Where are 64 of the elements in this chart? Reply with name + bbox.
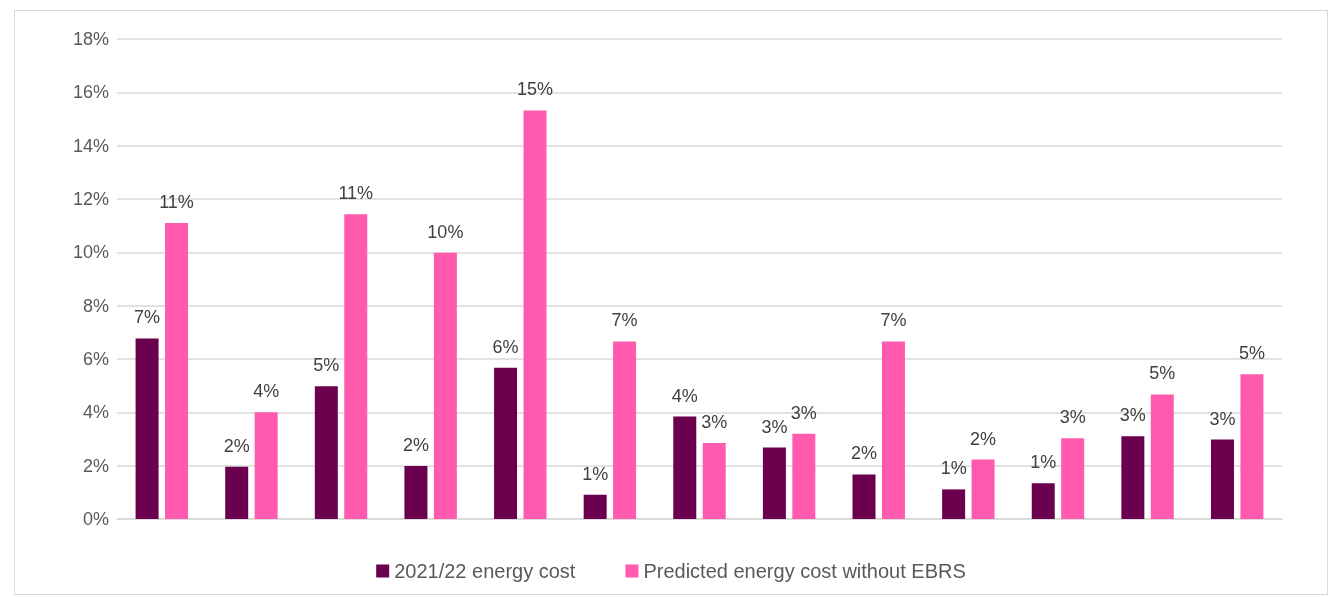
bar xyxy=(673,416,697,519)
bar xyxy=(583,494,607,519)
bar xyxy=(852,474,876,519)
y-tick-label: 12% xyxy=(72,189,109,209)
data-label: 3% xyxy=(1119,405,1146,426)
bar xyxy=(971,459,995,519)
data-label: 5% xyxy=(1149,363,1176,384)
data-label: 10% xyxy=(427,221,464,242)
data-label: 3% xyxy=(790,402,817,423)
data-label: 3% xyxy=(1209,408,1236,429)
legend-label: 2021/22 energy cost xyxy=(394,560,576,582)
bar xyxy=(1121,436,1145,519)
bar xyxy=(254,412,278,519)
data-label: 7% xyxy=(611,310,638,331)
data-label: 2% xyxy=(851,443,878,464)
bar xyxy=(762,447,786,519)
bar xyxy=(613,341,637,519)
data-label: 3% xyxy=(701,412,728,432)
data-label: 1% xyxy=(1030,452,1057,473)
data-label: 3% xyxy=(1059,407,1086,428)
data-label: 4% xyxy=(671,385,698,406)
bar xyxy=(1061,438,1085,519)
legend-label: Predicted energy cost without EBRS xyxy=(643,560,966,582)
y-tick-label: 2% xyxy=(82,455,109,476)
data-label: 7% xyxy=(880,310,907,331)
y-tick-label: 4% xyxy=(82,402,109,423)
bar xyxy=(1031,483,1055,519)
bar xyxy=(702,443,726,519)
data-label: 11% xyxy=(159,192,194,212)
y-tick-label: 14% xyxy=(72,135,109,156)
bar xyxy=(494,367,518,519)
bar xyxy=(314,386,338,519)
data-label: 3% xyxy=(761,416,788,437)
data-label: 5% xyxy=(1238,343,1265,364)
data-label: 11% xyxy=(338,183,374,204)
bar xyxy=(1210,439,1234,519)
bar xyxy=(942,489,966,519)
data-label: 7% xyxy=(134,307,161,328)
data-label: 2% xyxy=(970,428,997,449)
y-tick-label: 0% xyxy=(82,509,109,529)
data-label: 15% xyxy=(516,79,553,100)
bar xyxy=(433,252,457,519)
bar xyxy=(225,466,249,519)
bar xyxy=(881,341,905,519)
y-tick-label: 10% xyxy=(72,242,109,263)
data-label: 2% xyxy=(402,434,429,455)
y-tick-label: 16% xyxy=(72,82,109,103)
data-label: 6% xyxy=(492,336,519,357)
data-label: 1% xyxy=(582,463,609,484)
bar xyxy=(344,214,368,519)
data-label: 1% xyxy=(940,458,967,479)
data-label: 5% xyxy=(313,355,340,376)
data-label: 4% xyxy=(253,381,280,402)
y-tick-label: 8% xyxy=(82,295,109,316)
bar xyxy=(523,110,547,519)
bar xyxy=(1240,374,1264,519)
data-label: 2% xyxy=(223,435,250,456)
bar xyxy=(404,465,428,519)
bar xyxy=(135,338,159,519)
y-tick-label: 18% xyxy=(72,29,109,49)
y-tick-label: 6% xyxy=(82,349,109,369)
bar xyxy=(792,433,816,519)
bar xyxy=(165,223,189,519)
bar xyxy=(1150,394,1174,519)
